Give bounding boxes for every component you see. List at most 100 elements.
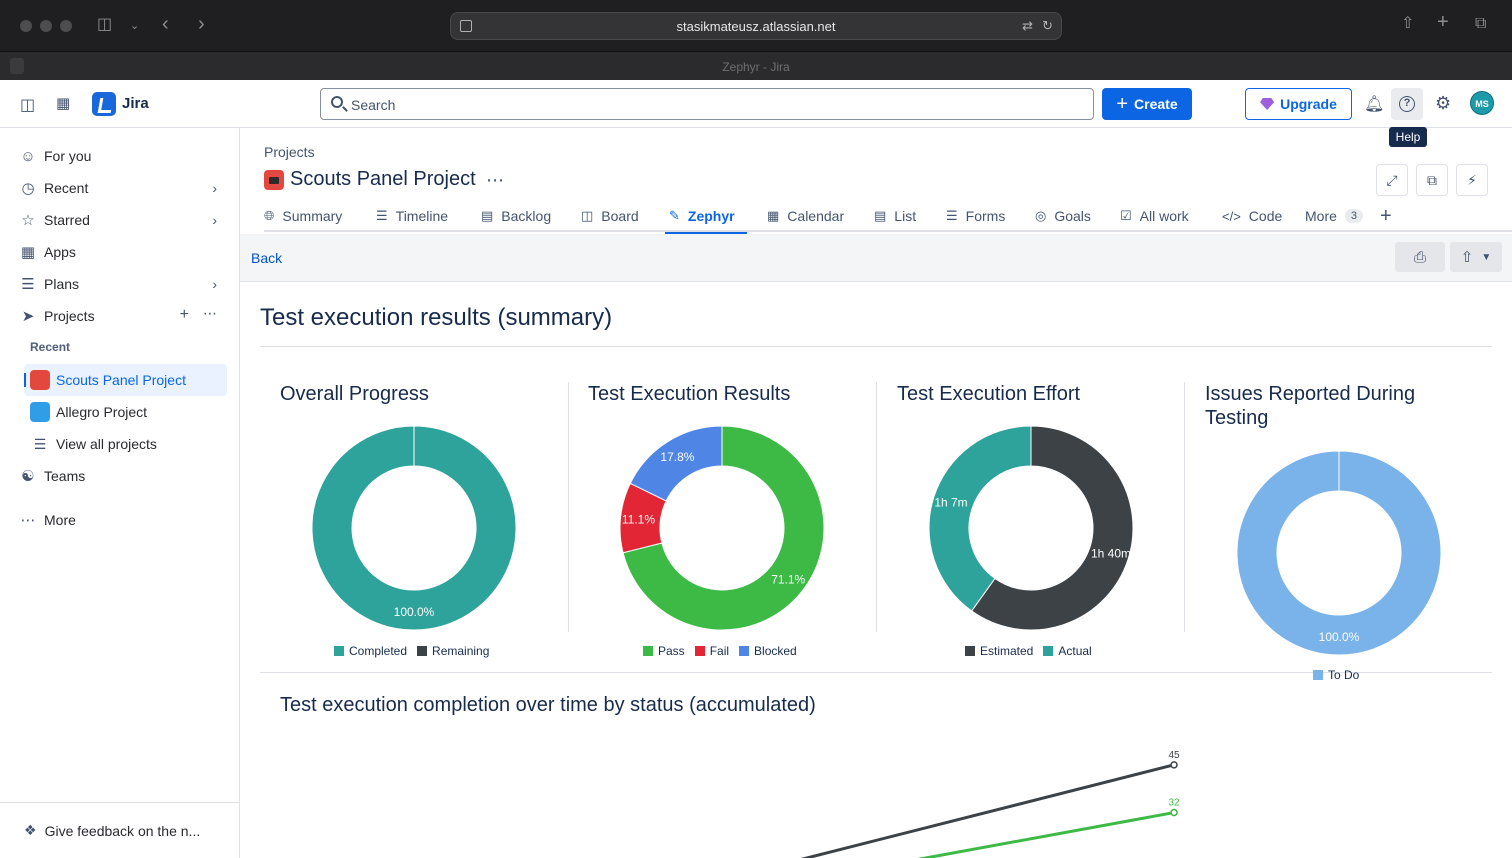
add-tab-icon[interactable]: + <box>1380 204 1392 227</box>
project-more-icon[interactable]: ⋯ <box>486 170 505 190</box>
zephyr-icon: ✎ <box>669 208 680 223</box>
tab-forms[interactable]: ☰ Forms <box>946 200 1005 232</box>
back-link[interactable]: Back <box>251 250 283 266</box>
legend-swatch <box>643 646 653 656</box>
tab-summary[interactable]: 🌐︎ Summary <box>264 200 342 232</box>
sidebar-view-all-projects[interactable]: ☰ View all projects <box>24 428 227 460</box>
legend-item[interactable]: Remaining <box>417 644 489 658</box>
print-button[interactable]: ⎙ <box>1395 242 1445 272</box>
app-switcher-icon[interactable]: ▦ <box>56 95 70 112</box>
tab-more[interactable]: More 3 <box>1305 200 1364 232</box>
tab-label: List <box>894 208 917 224</box>
export-button[interactable]: ⇧ ▼ <box>1450 242 1502 272</box>
tab-backlog[interactable]: ▤ Backlog <box>481 200 551 232</box>
forward-arrow-icon[interactable]: › <box>198 13 205 35</box>
legend-item[interactable]: Blocked <box>739 644 797 658</box>
legend-item[interactable]: Fail <box>694 644 730 658</box>
collapse-sidebar-icon[interactable]: ◫ <box>20 97 36 114</box>
back-arrow-icon[interactable]: ‹ <box>162 13 169 35</box>
feedback-button[interactable]: ❖ Give feedback on the n... <box>0 802 239 858</box>
create-button[interactable]: + Create <box>1102 88 1192 120</box>
chevron-right-icon: › <box>212 212 217 228</box>
sidebar-item-plans[interactable]: ☰ Plans › <box>12 268 227 300</box>
jira-logo-icon[interactable] <box>92 92 116 116</box>
legend-item[interactable]: Estimated <box>965 644 1033 658</box>
window-close-button[interactable] <box>20 20 32 32</box>
zephyr-toolbar <box>240 234 1512 282</box>
tab-goals[interactable]: ◎ Goals <box>1035 200 1091 232</box>
breadcrumb[interactable]: Projects <box>264 144 315 160</box>
sidebar-toggle-icon[interactable]: ◫ <box>97 16 113 33</box>
address-bar[interactable]: stasikmateusz.atlassian.net ⇄ ↻ <box>450 12 1062 40</box>
sidebar-item-apps[interactable]: ▦ Apps <box>12 236 227 268</box>
legend-item[interactable]: To Do <box>1313 668 1359 682</box>
legend-item[interactable]: Actual <box>1043 644 1092 658</box>
sidebar-item-teams[interactable]: ☯ Teams <box>12 460 227 492</box>
sidebar-item-for-you[interactable]: ☺ For you <box>12 140 227 172</box>
search-input[interactable]: Search <box>320 88 1094 120</box>
chevron-down-icon[interactable]: ⌄ <box>130 20 140 32</box>
tab-overview-icon[interactable]: ⧉ <box>1475 15 1487 32</box>
sidebar-project-scouts[interactable]: Scouts Panel Project <box>24 364 227 396</box>
notifications-bell-icon[interactable]: 🔔︎ <box>1364 96 1385 113</box>
tab-list[interactable]: ▤ List <box>874 200 916 232</box>
tab-all-work[interactable]: ☑ All work <box>1120 200 1189 232</box>
create-label: Create <box>1134 96 1178 112</box>
automation-lightning-icon[interactable]: ⚡︎ <box>1456 164 1488 196</box>
sidebar-item-more[interactable]: ⋯ More <box>12 504 227 536</box>
tab-board[interactable]: ◫ Board <box>581 200 639 232</box>
divider <box>1184 382 1185 632</box>
tab-code[interactable]: </> Code <box>1222 200 1282 232</box>
translate-icon[interactable]: ⇄ <box>1022 18 1033 33</box>
list-icon: ▤ <box>874 208 887 223</box>
legend-item[interactable]: Completed <box>334 644 407 658</box>
sidebar-item-recent[interactable]: ◷ Recent › <box>12 172 227 204</box>
share-icon[interactable]: ⧉ <box>1416 164 1448 196</box>
sidebar-item-label: Projects <box>44 308 95 324</box>
list-icon: ☰ <box>33 435 47 452</box>
settings-gear-icon[interactable]: ⚙ <box>1435 93 1452 113</box>
add-project-icon[interactable]: + <box>179 306 189 323</box>
tab-calendar[interactable]: ▦ Calendar <box>767 200 844 232</box>
sidebar-item-projects[interactable]: ➤ Projects + ⋯ <box>12 300 227 332</box>
sidebar-item-starred[interactable]: ☆ Starred › <box>12 204 227 236</box>
report-title: Test execution results (summary) <box>260 304 613 331</box>
reload-icon[interactable]: ↻ <box>1042 18 1053 33</box>
legend-label: Fail <box>709 644 730 658</box>
chart-title-overall-progress: Overall Progress <box>280 383 429 405</box>
page-settings-icon[interactable] <box>460 20 472 32</box>
legend-item[interactable]: Pass <box>643 644 685 658</box>
window-zoom-button[interactable] <box>60 20 72 32</box>
window-minimize-button[interactable] <box>40 20 52 32</box>
avatar[interactable]: MS <box>1470 91 1494 115</box>
upgrade-button[interactable]: Upgrade <box>1245 88 1352 120</box>
help-button[interactable]: ? <box>1391 88 1423 120</box>
project-avatar-icon <box>264 170 284 190</box>
view-all-label: View all projects <box>56 436 157 452</box>
app-name[interactable]: Jira <box>122 95 149 112</box>
project-name: Scouts Panel Project <box>56 372 186 388</box>
sidebar-item-label: Recent <box>44 180 89 196</box>
tab-count-badge: 3 <box>1344 209 1364 223</box>
printer-icon: ⎙ <box>1413 248 1426 266</box>
legend-test-execution-results: Pass Fail Blocked <box>643 644 797 658</box>
feedback-label: Give feedback on the n... <box>44 822 201 839</box>
share-icon[interactable]: ⇧ <box>1401 15 1415 32</box>
tab-zephyr[interactable]: ✎ Zephyr <box>665 200 747 234</box>
more-options-icon[interactable]: ⋯ <box>203 305 217 321</box>
fullscreen-icon[interactable]: ⤢ <box>1376 164 1408 196</box>
tab-timeline[interactable]: ☰ Timeline <box>376 200 448 232</box>
browser-tab-title[interactable]: Zephyr - Jira <box>722 60 790 74</box>
pinned-tab-icon[interactable] <box>10 58 24 74</box>
backlog-icon: ▤ <box>481 208 494 223</box>
star-icon: ☆ <box>21 212 35 229</box>
project-avatar-icon <box>30 402 50 422</box>
legend-label: Completed <box>349 644 408 658</box>
new-tab-icon[interactable]: + <box>1437 11 1449 33</box>
legend-overall-progress: Completed Remaining <box>334 644 489 658</box>
gem-icon <box>1260 98 1275 110</box>
sidebar-project-allegro[interactable]: Allegro Project <box>24 396 227 428</box>
board-icon: ◫ <box>581 208 594 223</box>
apps-grid-icon: ▦ <box>20 244 36 261</box>
legend-label: To Do <box>1328 668 1360 682</box>
